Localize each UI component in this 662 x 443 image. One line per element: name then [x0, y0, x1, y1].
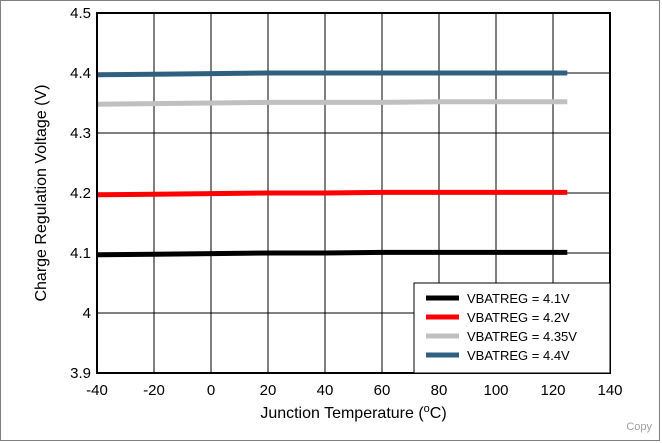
series-layer — [96, 70, 568, 258]
x-tick-label: 20 — [260, 382, 277, 399]
y-tick-label: 4.5 — [70, 5, 91, 22]
x-axis-title: Junction Temperature (oC) — [260, 403, 446, 422]
x-tick-label: 100 — [483, 382, 508, 399]
series-line-4 — [96, 70, 568, 78]
y-tick-label: 4.3 — [70, 125, 91, 142]
x-tick-label: 120 — [540, 382, 565, 399]
legend-label: VBATREG = 4.4V — [467, 348, 570, 363]
x-tick-labels: -40 -20 0 20 40 60 80 100 120 140 — [86, 382, 622, 399]
y-axis-title: Charge Regulation Voltage (V) — [33, 84, 50, 301]
legend-label: VBATREG = 4.35V — [467, 329, 577, 344]
plot-border — [96, 12, 611, 374]
legend-label: VBATREG = 4.1V — [467, 291, 570, 306]
copyright-text: Copy — [626, 421, 652, 433]
x-tick-label: 140 — [597, 382, 622, 399]
y-tick-label: 4.4 — [70, 65, 91, 82]
series-line-2 — [96, 189, 568, 198]
y-tick-label: 4.1 — [70, 245, 91, 262]
x-tick-label: -20 — [143, 382, 165, 399]
x-tick-label: 0 — [207, 382, 215, 399]
degree-superscript: o — [424, 403, 430, 415]
legend-label: VBATREG = 4.2V — [467, 310, 570, 325]
x-tick-label: -40 — [86, 382, 108, 399]
series-line-1 — [96, 249, 568, 258]
y-tick-label: 4 — [83, 305, 91, 322]
legend: VBATREG = 4.1V VBATREG = 4.2V VBATREG = 4.… — [413, 282, 611, 374]
y-tick-label: 4.2 — [70, 185, 91, 202]
y-tick-labels: 3.9 4 4.1 4.2 4.3 4.4 4.5 — [70, 5, 91, 382]
x-tick-label: 80 — [431, 382, 448, 399]
x-tick-label: 60 — [374, 382, 391, 399]
y-tick-label: 3.9 — [70, 365, 91, 382]
series-line-3 — [96, 99, 568, 107]
x-tick-label: 40 — [317, 382, 334, 399]
